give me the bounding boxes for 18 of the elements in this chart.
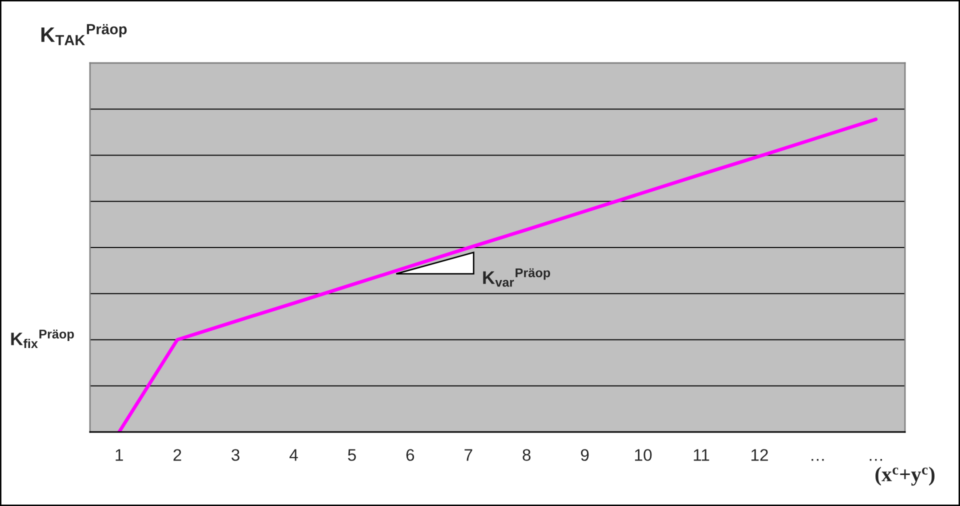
x-tick-label: 10: [635, 449, 652, 461]
x-tick-label: 2: [174, 449, 182, 461]
x-tick-label: …: [870, 458, 882, 461]
x-tick-label: 1: [116, 449, 123, 461]
x-tick-label: 8: [522, 449, 531, 461]
x-tick-label: 6: [406, 449, 414, 461]
x-tick-label: 5: [348, 449, 356, 461]
x-tick-label: 9: [580, 449, 589, 461]
x-tick-label: 7: [464, 449, 472, 461]
x-tick-label: 4: [290, 449, 298, 461]
x-tick-label: 3: [232, 449, 240, 461]
x-tick-label: 12: [751, 449, 768, 461]
x-tick-label: 11: [694, 449, 710, 461]
y-axis-title: K$_{TAK}$$^{Präop}$: [41, 24, 127, 46]
annotation: K$_{var}$$^{Präop}$: [483, 268, 550, 287]
text: K$_{fix}$$^{Präop}$: [11, 330, 74, 348]
x-axis-title: (x$^{c}$+y$^{c}$): [876, 466, 934, 486]
x-tick-label: …: [812, 458, 824, 461]
